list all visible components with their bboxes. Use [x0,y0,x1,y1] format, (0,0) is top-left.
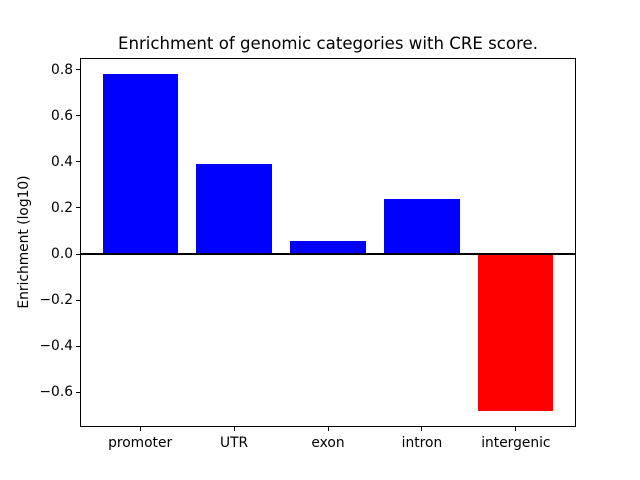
x-tick-mark-promoter [139,427,141,431]
x-tick-mark-intron [421,427,423,431]
bar-exon [290,241,366,255]
y-tick-mark-0.8 [76,69,80,71]
y-tick-mark-0.4 [76,161,80,163]
x-tick-label-intron: intron [401,435,443,451]
zero-line [80,253,576,256]
y-tick-mark-0.0 [76,253,80,255]
y-tick-label-0.2: 0.2 [51,199,73,216]
y-tick-mark-−0.6 [76,391,80,393]
y-tick-mark-0.6 [76,115,80,117]
x-tick-label-UTR: UTR [219,435,249,451]
x-tick-label-promoter: promoter [108,435,173,451]
x-tick-label-exon: exon [311,435,345,451]
x-tick-label-intergenic: intergenic [481,435,551,451]
y-tick-label-−0.4: −0.4 [39,338,73,355]
y-tick-label-−0.2: −0.2 [39,292,73,309]
x-tick-mark-exon [327,427,329,431]
chart-title: Enrichment of genomic categories with CR… [117,34,539,53]
y-tick-label-−0.6: −0.6 [39,384,73,401]
plot-area [80,58,576,427]
y-tick-label-0.0: 0.0 [51,246,73,263]
x-tick-mark-UTR [233,427,235,431]
y-tick-mark-−0.4 [76,345,80,347]
bar-intergenic [478,254,554,411]
y-tick-label-0.6: 0.6 [51,107,73,124]
bar-promoter [102,74,178,255]
bar-intron [384,198,460,255]
y-tick-mark-0.2 [76,207,80,209]
y-axis-label: Enrichment (log10) [16,175,32,309]
bar-UTR [196,164,272,255]
x-tick-mark-intergenic [515,427,517,431]
y-tick-label-0.8: 0.8 [51,61,73,78]
y-tick-label-0.4: 0.4 [51,153,73,170]
y-tick-mark-−0.2 [76,299,80,301]
